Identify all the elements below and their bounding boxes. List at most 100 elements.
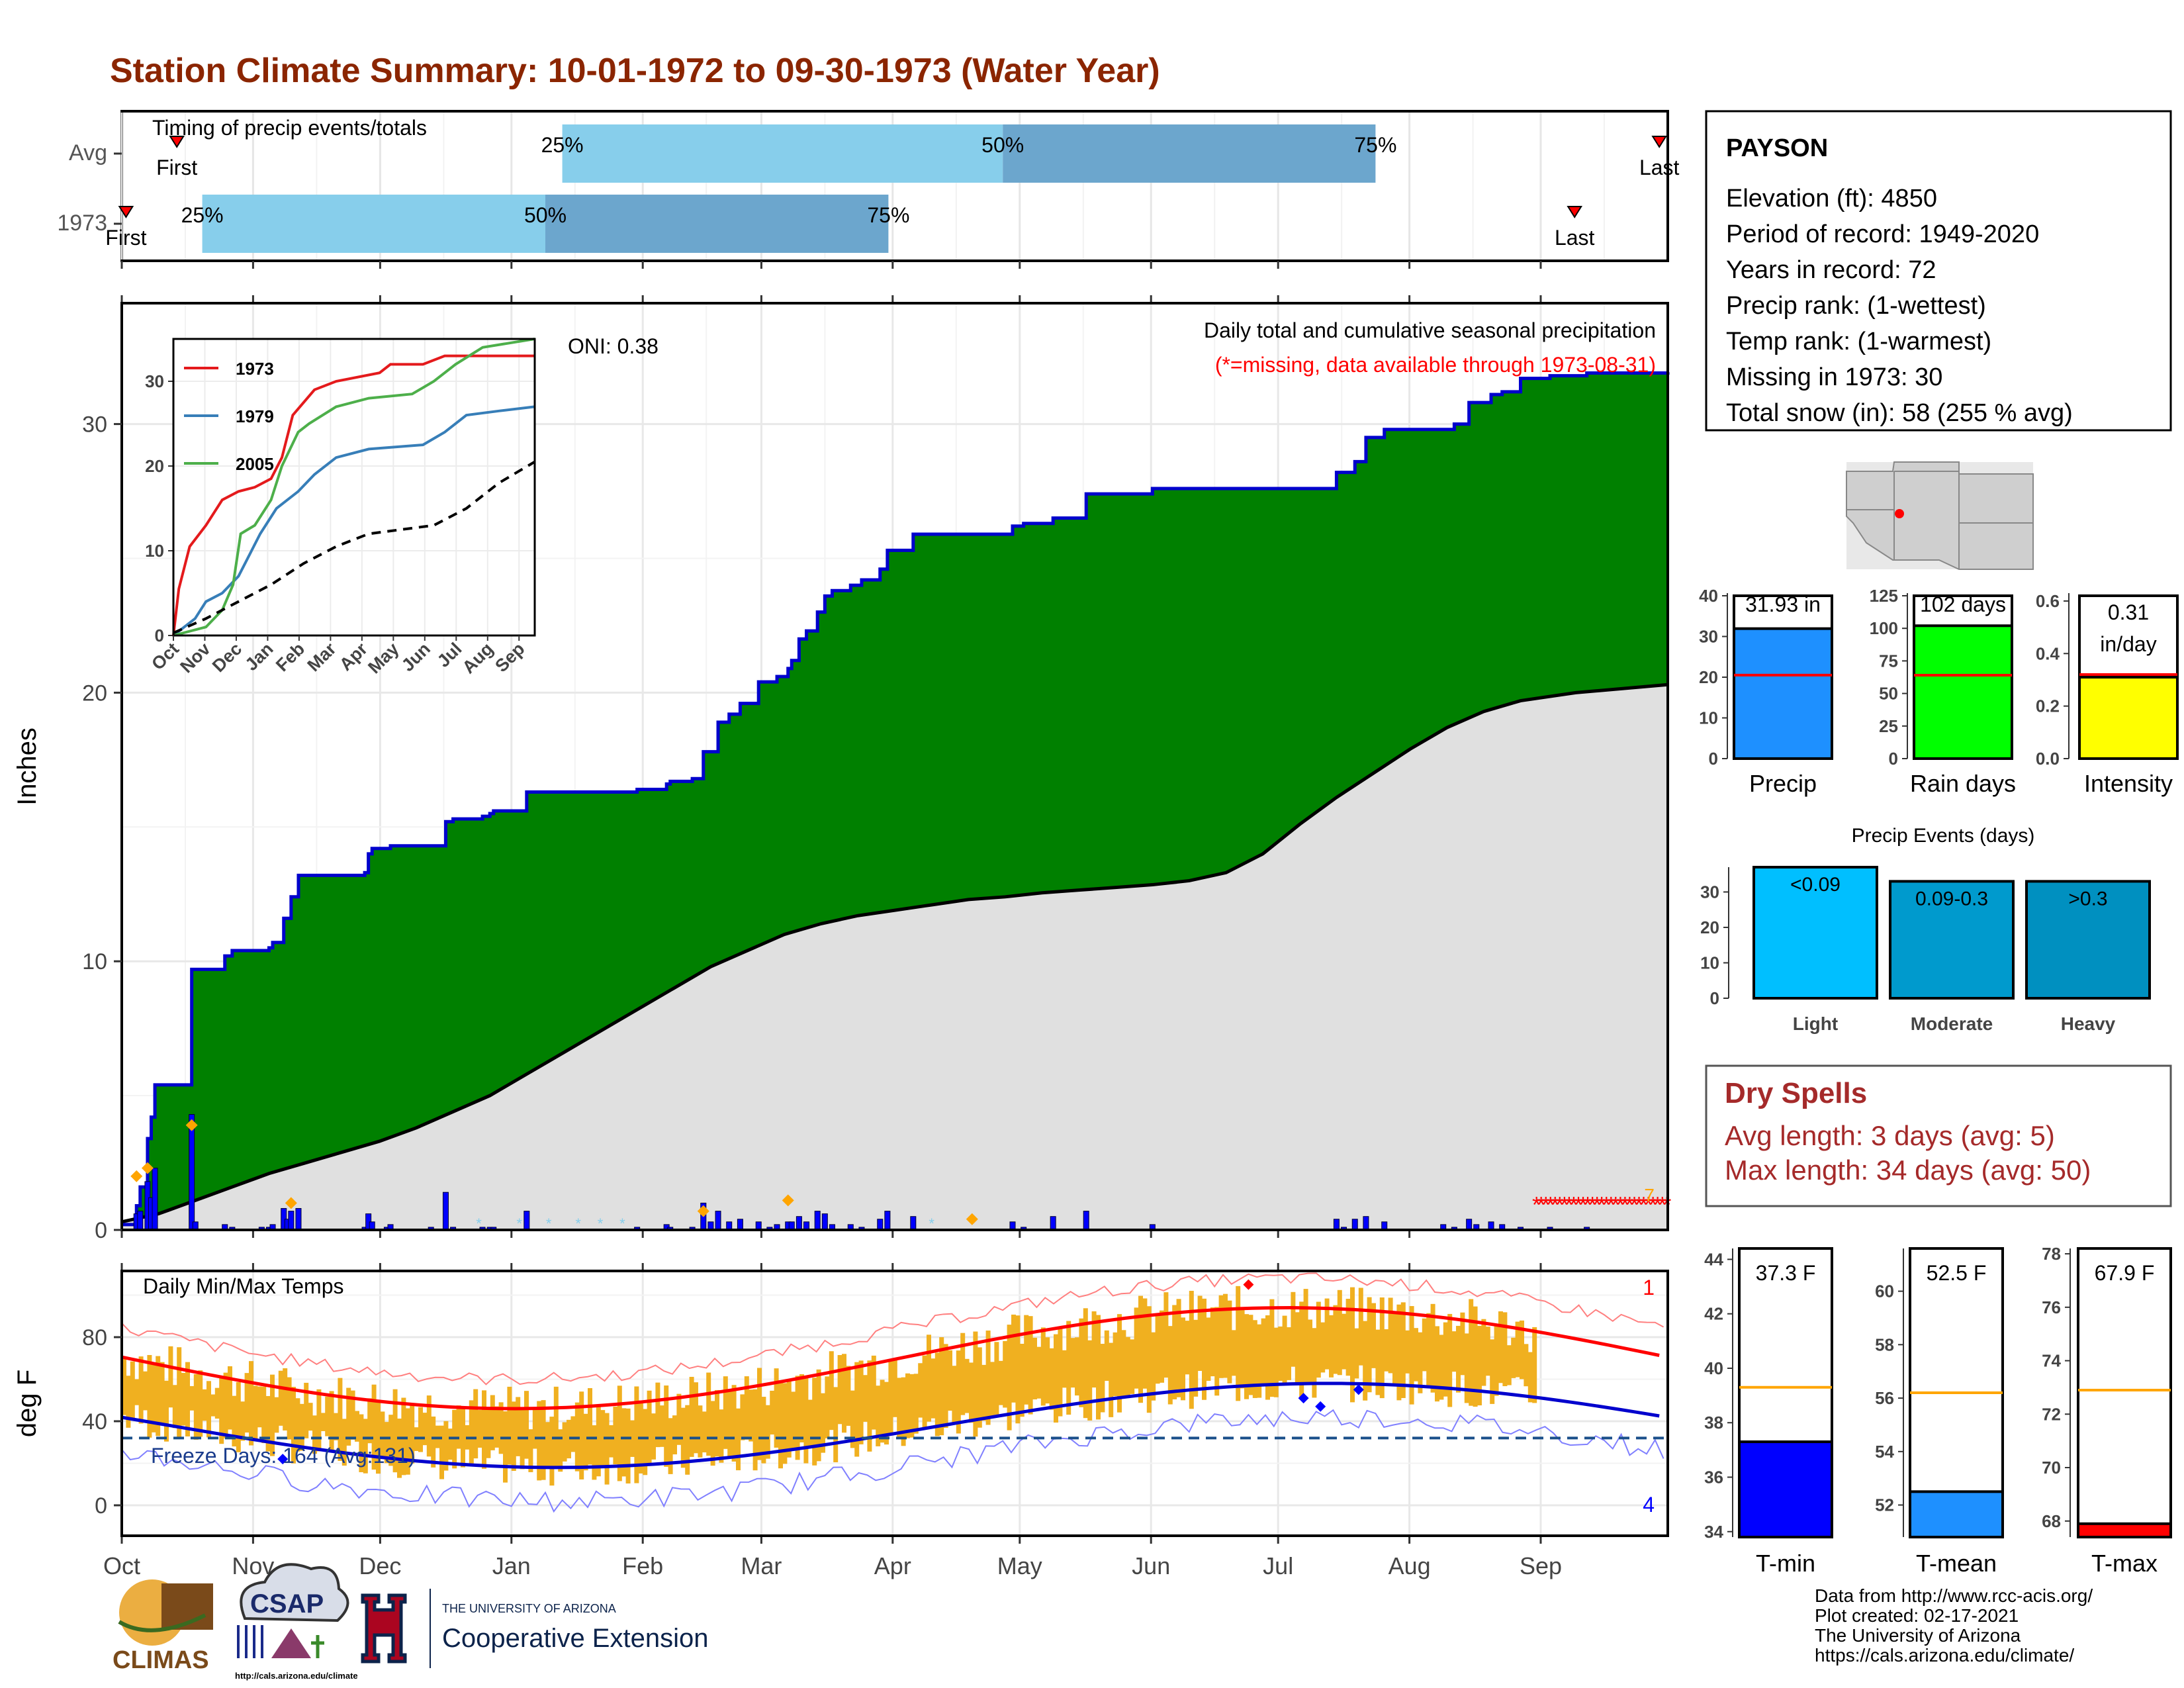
- daily-temp-bar: [1333, 1305, 1338, 1374]
- event-marker: [285, 1197, 297, 1209]
- daily-precip-bar: [1351, 1219, 1358, 1231]
- daily-temp-bar: [1202, 1298, 1206, 1400]
- inset-y-tick-label: 10: [145, 541, 164, 561]
- daily-temp-bar: [1054, 1334, 1058, 1423]
- daily-temp-bar: [634, 1386, 639, 1483]
- daily-temp-bar: [948, 1350, 952, 1411]
- inset-y-tick-label: 20: [145, 456, 164, 476]
- temp-y-label: deg F: [13, 1370, 42, 1437]
- daily-temp-bar: [240, 1401, 246, 1441]
- daily-temp-bar: [1299, 1301, 1304, 1397]
- daily-temp-bar: [392, 1389, 398, 1473]
- daily-temp-bar: [1155, 1314, 1160, 1384]
- precip-y-tick-label: 0: [95, 1218, 107, 1243]
- dry-spells-box: Dry Spells Avg length: 3 days (avg: 5) M…: [1705, 1064, 2172, 1207]
- daily-temp-bar: [812, 1378, 817, 1466]
- summary-bar-value-label: 0.31: [2108, 600, 2149, 624]
- daily-temp-bar: [1469, 1299, 1474, 1406]
- station-detail-line: Total snow (in): 58 (255 % avg): [1726, 399, 2073, 427]
- daily-temp-bar: [1142, 1298, 1148, 1389]
- timing-first-label: First: [105, 226, 146, 250]
- daily-temp-bar: [181, 1372, 186, 1426]
- daily-temp-bar: [964, 1358, 970, 1413]
- daily-temp-bar: [1396, 1304, 1402, 1401]
- summary-bar-value: [1733, 627, 1833, 760]
- daily-temp-bar: [168, 1346, 173, 1408]
- daily-temp-bar: [1066, 1321, 1071, 1415]
- daily-temp-bar: [1075, 1337, 1079, 1396]
- missing-day-marker: *: [1602, 1192, 1611, 1217]
- temp-summary-y-tick-label: 40: [1704, 1358, 1723, 1378]
- daily-temp-bar: [261, 1386, 267, 1444]
- missing-day-marker: *: [1551, 1192, 1559, 1217]
- daily-temp-bar: [1287, 1327, 1291, 1380]
- precip-event-range-label: 0.09-0.3: [1915, 888, 1988, 910]
- daily-temp-bar: [816, 1369, 821, 1462]
- inset-y-tick-label: 0: [155, 626, 164, 645]
- state-outlines: [1846, 461, 2034, 570]
- timing-row-label-avg: Avg: [69, 140, 107, 165]
- daily-temp-bar: [1532, 1327, 1537, 1403]
- inset-legend-label: 1973: [236, 359, 274, 379]
- precip-event-bar: [2025, 880, 2151, 1000]
- daily-temp-bar: [1261, 1318, 1266, 1385]
- temp-plot: [121, 1272, 1668, 1513]
- footer-credits: Data from http://www.rcc-acis.org/Plot c…: [1815, 1585, 2093, 1665]
- events-y-tick-label: 20: [1700, 917, 1719, 937]
- csap-logo-text: CSAP: [250, 1589, 324, 1618]
- daily-temp-bar: [659, 1405, 664, 1447]
- station-detail-line: Temp rank: (1-warmest): [1726, 328, 1991, 355]
- temp-summary-label: T-max: [2091, 1550, 2158, 1577]
- avg-tmin-line: [121, 1382, 1660, 1470]
- daily-temp-bar: [1367, 1297, 1372, 1393]
- precip-y-axis: 0 10 20 30: [82, 412, 122, 1243]
- daily-temp-bar: [1172, 1305, 1177, 1399]
- daily-temp-bar: [1181, 1317, 1185, 1401]
- daily-temp-bar: [592, 1425, 597, 1480]
- daily-temp-bar: [1337, 1289, 1342, 1376]
- daily-temp-bar: [655, 1382, 660, 1448]
- temp-summary-value-bar: [2077, 1522, 2172, 1538]
- daily-temp-bar: [609, 1425, 614, 1458]
- daily-temp-bar: [1324, 1298, 1330, 1370]
- timing-last-label: Last: [1555, 226, 1595, 250]
- daily-temp-bar: [1024, 1315, 1029, 1405]
- summary-y-tick-label: 40: [1699, 586, 1718, 606]
- missing-day-marker: *: [1607, 1192, 1615, 1217]
- daily-temp-bar: [719, 1409, 724, 1463]
- missing-day-marker: *: [1541, 1192, 1550, 1217]
- missing-day-marker: *: [1583, 1192, 1592, 1217]
- x-month-label: Apr: [874, 1552, 911, 1579]
- daily-temp-bar: [913, 1374, 919, 1434]
- daily-temp-bar: [287, 1377, 292, 1440]
- daily-temp-bar: [1350, 1287, 1355, 1403]
- daily-temp-bar: [461, 1406, 465, 1468]
- daily-temp-bar: [905, 1373, 910, 1438]
- daily-temp-bar: [1011, 1314, 1016, 1403]
- daily-temp-bar: [202, 1389, 207, 1421]
- csap-url: http://cals.arizona.edu/climate: [235, 1671, 358, 1681]
- daily-temp-bar: [1485, 1327, 1490, 1376]
- daily-temp-bar: [969, 1362, 974, 1423]
- daily-temp-bar: [1388, 1297, 1393, 1374]
- precip-event-bar: [1889, 880, 2015, 1000]
- station-detail-line: Precip rank: (1-wettest): [1726, 292, 1986, 320]
- daily-temp-bar: [1138, 1295, 1143, 1403]
- daily-temp-bar: [1384, 1329, 1389, 1372]
- precip-panel: * * * * * * ****************************** 0 10…: [13, 295, 1671, 1243]
- footer-credit-line: The University of Arizona: [1815, 1625, 2021, 1646]
- daily-temp-bar: [871, 1355, 876, 1430]
- station-detail-line: Years in record: 72: [1726, 256, 1936, 284]
- daily-temp-bar: [341, 1419, 347, 1466]
- daily-temp-bar: [1269, 1299, 1275, 1397]
- daily-temp-bar: [757, 1368, 762, 1460]
- daily-temp-bar: [1282, 1315, 1287, 1384]
- daily-temp-bar: [371, 1384, 377, 1470]
- daily-temp-bar: [537, 1401, 542, 1481]
- temp-summary-y-tick-label: 78: [2042, 1244, 2061, 1264]
- missing-day-marker: *: [1560, 1192, 1569, 1217]
- precip-y-tick-label: 10: [82, 949, 107, 974]
- station-detail-line: Missing in 1973: 30: [1726, 363, 1942, 391]
- daily-temp-bar: [1091, 1311, 1097, 1388]
